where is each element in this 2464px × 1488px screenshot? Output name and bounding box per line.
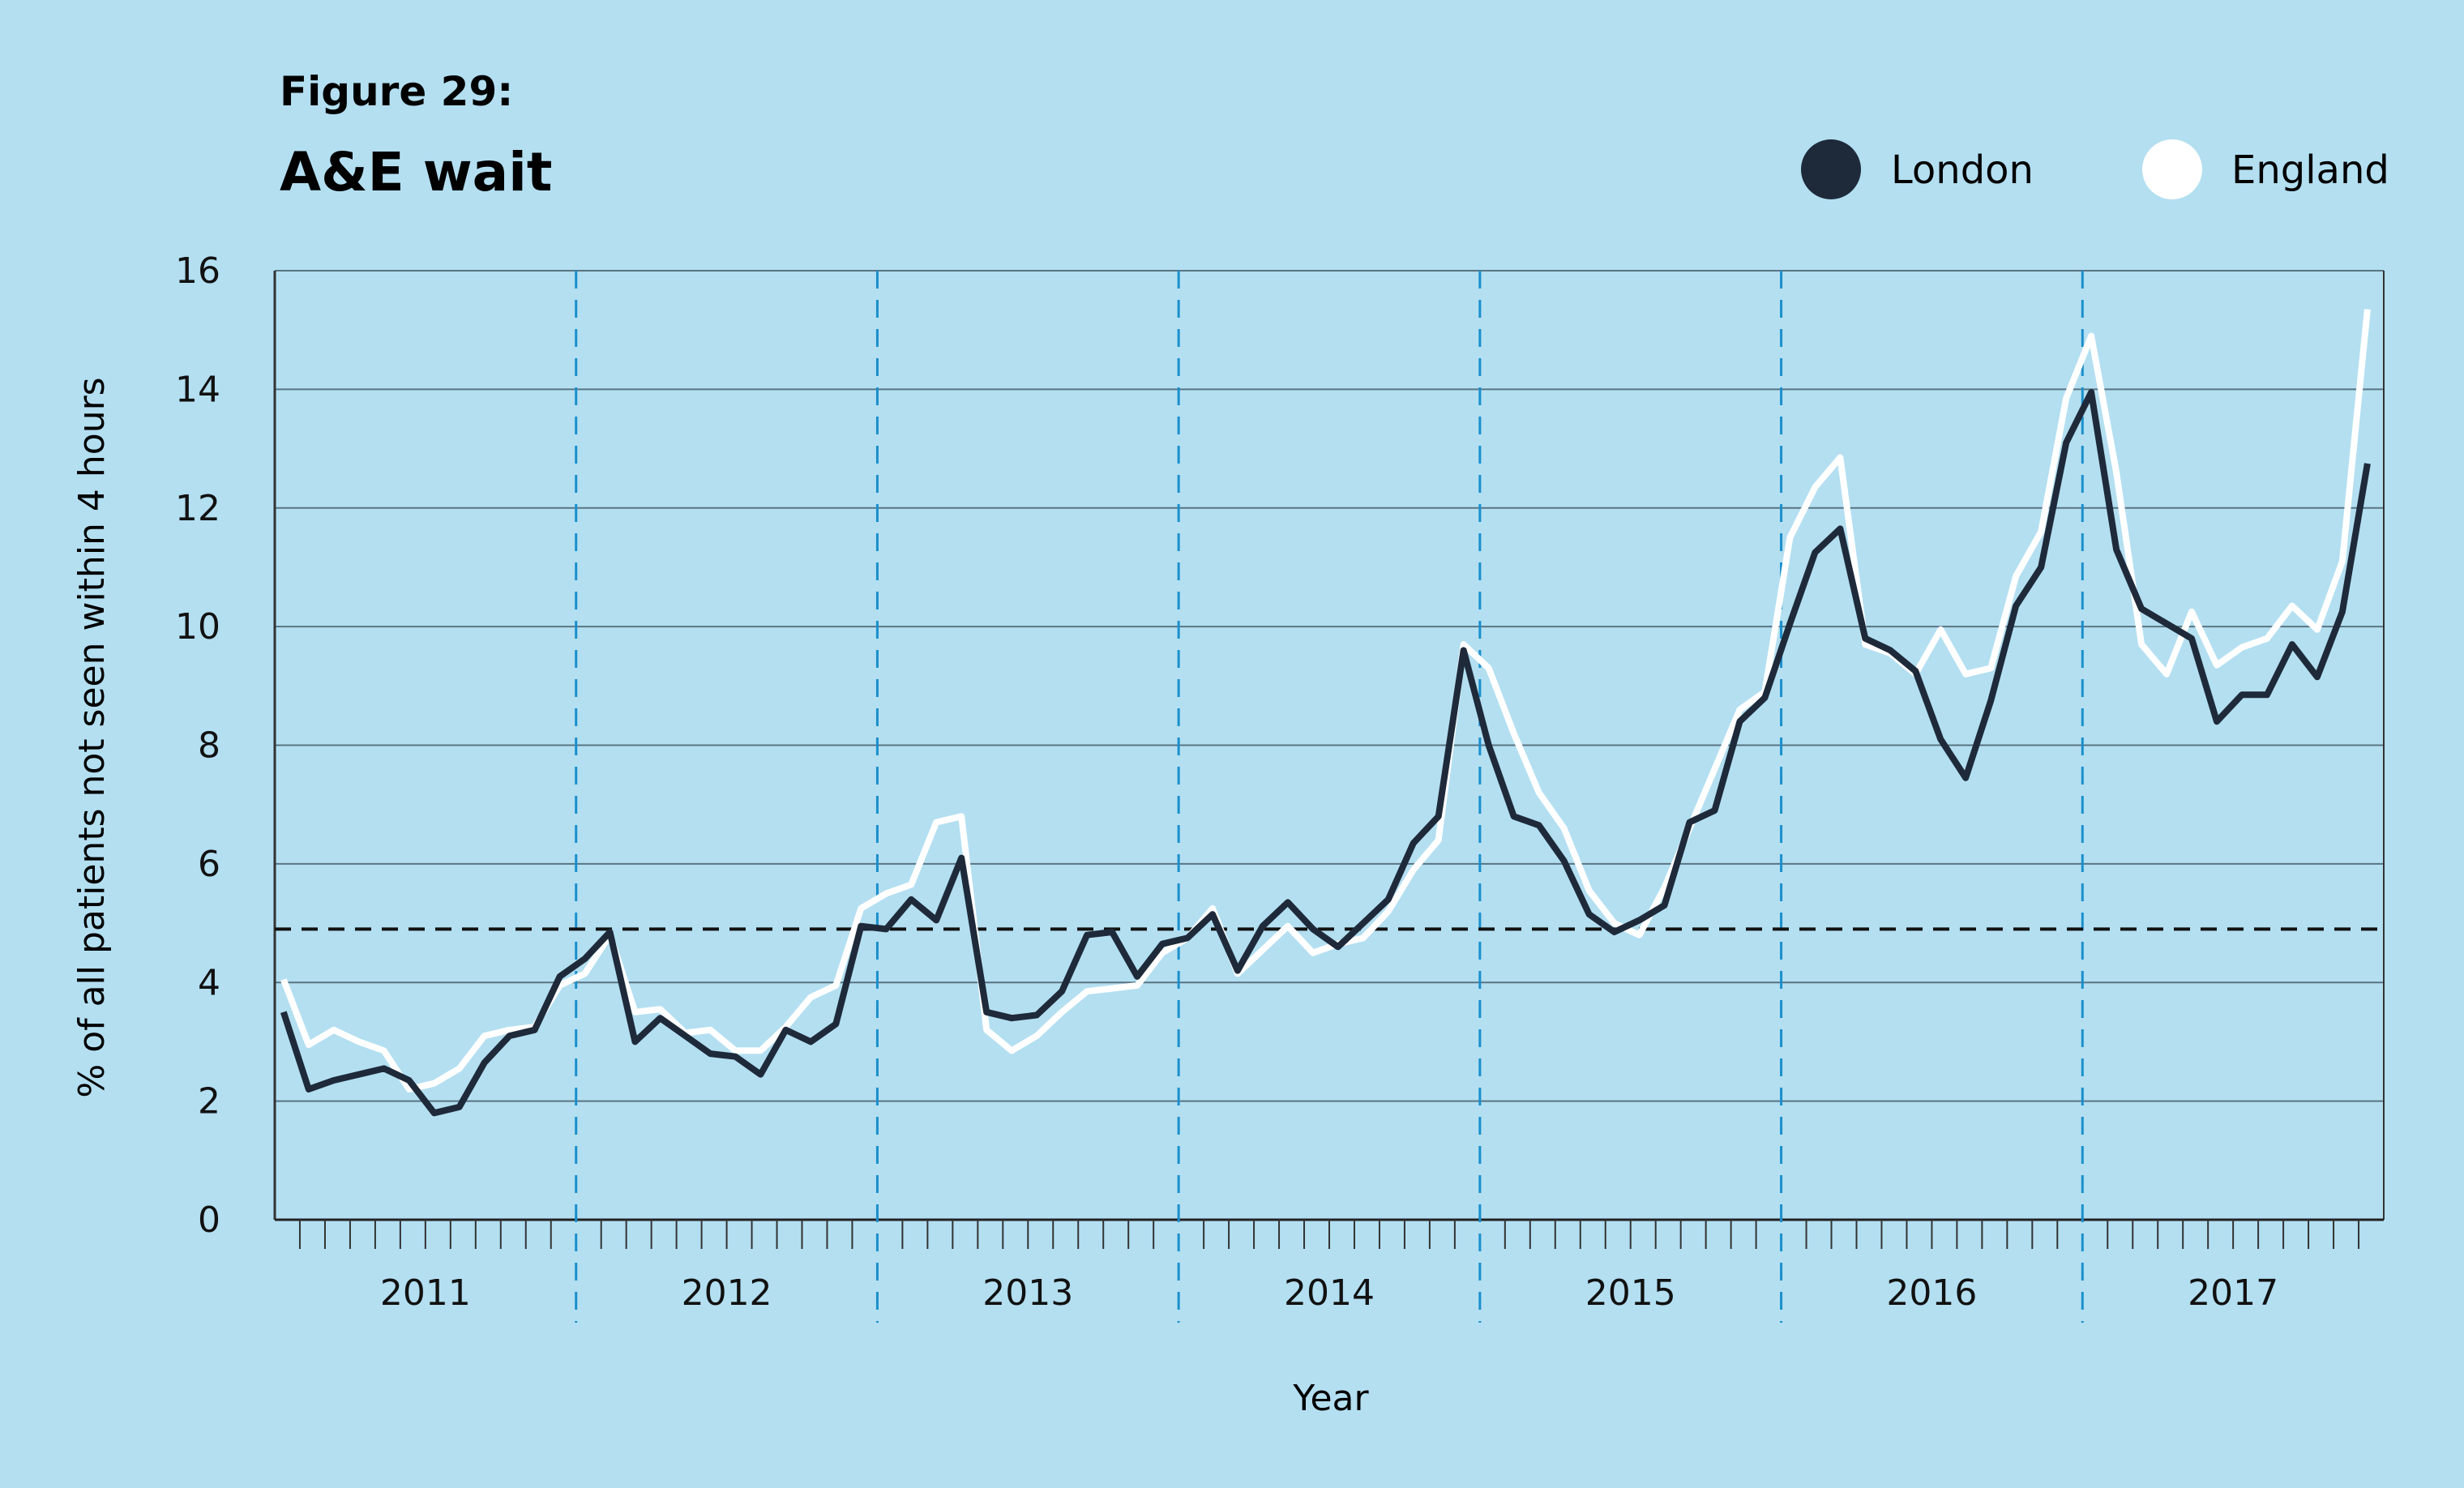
chart-title: A&E wait [280, 141, 552, 203]
series-lines [280, 309, 2371, 1117]
year-label: 2013 [982, 1272, 1073, 1314]
y-tick-label: 8 [198, 725, 220, 767]
figure-label: Figure 29: [280, 68, 513, 115]
year-label: 2017 [2188, 1272, 2278, 1314]
legend-label-england: England [2231, 148, 2389, 193]
series-line-london [280, 389, 2371, 1117]
y-tick-label: 2 [198, 1081, 220, 1122]
year-label: 2012 [682, 1272, 772, 1314]
y-tick-label: 12 [175, 488, 220, 529]
x-axis-label: Year [1292, 1378, 1369, 1419]
legend-marker-london [1801, 139, 1861, 199]
y-tick-label: 14 [175, 369, 220, 410]
year-label: 2015 [1585, 1272, 1676, 1314]
gridlines [273, 270, 2385, 1221]
series-line-england [280, 309, 2371, 1092]
year-label: 2014 [1284, 1272, 1375, 1314]
year-label: 2016 [1886, 1272, 1977, 1314]
year-label: 2011 [380, 1272, 471, 1314]
legend-marker-england [2142, 139, 2202, 199]
legend: London England [1801, 139, 2389, 199]
legend-label-london: London [1891, 148, 2034, 193]
y-tick-label: 6 [198, 844, 220, 885]
y-tick-label: 0 [198, 1199, 220, 1241]
y-axis-ticks: 0 2 4 6 8 10 12 14 16 [175, 250, 220, 1241]
y-tick-label: 4 [198, 962, 220, 1003]
y-tick-label: 10 [175, 606, 220, 648]
y-axis-label: % of all patients not seen within 4 hour… [71, 377, 113, 1097]
y-tick-label: 16 [175, 250, 220, 292]
x-axis: 2011 2012 2013 2014 2015 2016 2017 [275, 271, 2384, 1323]
